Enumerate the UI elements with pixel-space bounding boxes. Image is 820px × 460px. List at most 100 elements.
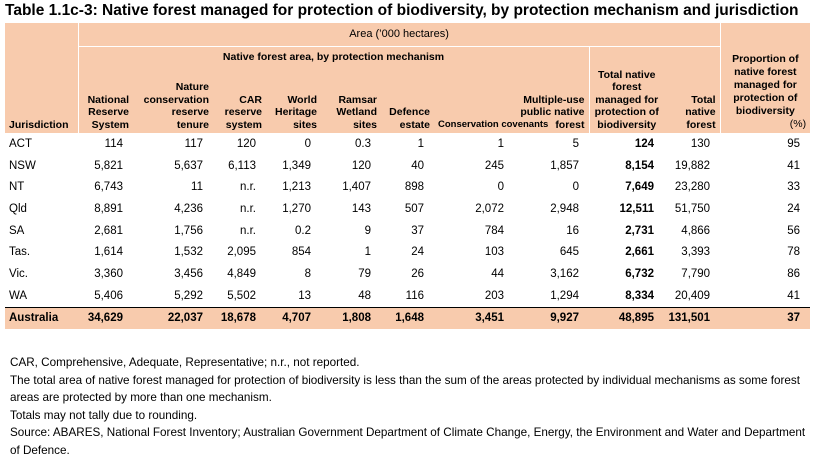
cell-jurisdiction: Vic. [9, 267, 28, 280]
cell: 120 [351, 159, 371, 172]
cell: 0.3 [355, 137, 371, 150]
cell-proportion: 78 [787, 246, 801, 259]
cell: 2,095 [227, 246, 256, 259]
cell: 48 [358, 289, 371, 302]
cell: 44 [491, 267, 504, 280]
cell-total-protected: 7,649 [625, 181, 654, 194]
cell: 9 [364, 224, 371, 237]
cell-total-protected: 2,731 [625, 224, 654, 237]
cell: 114 [104, 137, 123, 150]
table-row: ACT 114 117 120 0 0.3 1 1 5 124 130 95 [5, 133, 810, 155]
header-proportion: Proportion of native forest managed for … [719, 23, 811, 133]
cell: 34,629 [78, 306, 133, 329]
header-proportion-label: Proportion of native forest managed for … [732, 53, 799, 117]
header-col-ramsar: Ramsar Wetland sites [321, 68, 381, 133]
cell-proportion: 86 [787, 267, 801, 280]
cell-total-protected: 6,732 [625, 267, 654, 280]
cell: 3,451 [434, 306, 514, 329]
cell: 0 [572, 181, 579, 194]
cell: 2,681 [94, 224, 123, 237]
cell: 5,821 [94, 159, 123, 172]
cell: 13 [298, 289, 311, 302]
cell: 1,407 [342, 181, 371, 194]
cell: 116 [405, 289, 424, 302]
cell-jurisdiction: NT [9, 181, 25, 194]
cell: 2,948 [550, 202, 579, 215]
cell: 0 [304, 137, 311, 150]
cell-total-native: 131,501 [664, 306, 721, 329]
cell: 4,707 [266, 306, 321, 329]
header-mechanism-group: Native forest area, by protection mechan… [77, 45, 589, 68]
cell: 24 [411, 246, 424, 259]
header-col-car: CAR reserve system [213, 68, 266, 133]
table-row: NSW 5,821 5,637 6,113 1,349 120 40 245 1… [5, 155, 810, 177]
cell-proportion: 41 [787, 159, 801, 172]
header-col-defence: Defence estate [381, 68, 434, 133]
cell-jurisdiction: ACT [9, 137, 32, 150]
cell: 784 [484, 224, 504, 237]
cell: 103 [484, 246, 504, 259]
cell-total-native: 3,393 [681, 246, 711, 259]
cell: 1,294 [550, 289, 579, 302]
cell-proportion: 56 [787, 224, 801, 237]
cell: n.r. [240, 202, 256, 215]
cell-total-native: 19,882 [674, 159, 711, 172]
cell: 3,360 [94, 267, 123, 280]
cell-total-protected: 12,511 [619, 202, 654, 215]
cell: 1,614 [94, 246, 123, 259]
cell: 898 [404, 181, 424, 194]
cell: n.r. [240, 224, 256, 237]
cell: 3,456 [174, 267, 203, 280]
cell: 645 [559, 246, 579, 259]
cell-proportion: 24 [787, 202, 801, 215]
cell: 1,349 [282, 159, 311, 172]
cell-total-native: 20,409 [674, 289, 711, 302]
cell: 143 [351, 202, 371, 215]
cell-proportion: 33 [787, 181, 801, 194]
cell-total-native: 51,750 [674, 202, 711, 215]
cell-jurisdiction: WA [9, 289, 28, 302]
cell: 1 [417, 137, 424, 150]
cell-total-protected: 48,895 [589, 306, 664, 329]
cell: 1,532 [174, 246, 203, 259]
cell: 8,891 [94, 202, 123, 215]
cell: 18,678 [213, 306, 266, 329]
cell-total-protected: 8,154 [625, 159, 654, 172]
header-proportion-unit: (%) [789, 118, 807, 130]
cell: 0 [497, 181, 504, 194]
cell-total-native: 7,790 [681, 267, 711, 280]
cell: 3,162 [550, 267, 579, 280]
table-row: Qld 8,891 4,236 n.r. 1,270 143 507 2,072… [5, 198, 810, 220]
header-jurisdiction: Jurisdiction [5, 23, 78, 133]
cell: 117 [184, 137, 203, 150]
cell: 1,270 [282, 202, 311, 215]
table-row: NT 6,743 11 n.r. 1,213 1,407 898 0 0 7,6… [5, 176, 810, 198]
cell: 9,927 [514, 306, 589, 329]
cell-jurisdiction: Australia [5, 306, 78, 329]
header-col-multiple-use: Multiple-use public native forest [514, 68, 589, 133]
cell: 4,236 [174, 202, 203, 215]
cell-jurisdiction: Qld [9, 202, 27, 215]
cell: 2,072 [475, 202, 504, 215]
cell: 5 [572, 137, 579, 150]
cell-proportion: 41 [787, 289, 801, 302]
cell-total-native: 4,866 [681, 224, 711, 237]
note-total-explanation: The total area of native forest managed … [10, 373, 800, 405]
cell-jurisdiction: Tas. [9, 246, 31, 259]
cell: 5,406 [94, 289, 123, 302]
cell-total-protected: 8,334 [625, 289, 654, 302]
cell: n.r. [240, 181, 256, 194]
cell-jurisdiction: SA [9, 224, 25, 237]
header-area: Area (’000 hectares) [77, 23, 721, 46]
cell-jurisdiction: NSW [9, 159, 36, 172]
cell-proportion: 95 [787, 137, 801, 150]
total-row: Australia 34,629 22,037 18,678 4,707 1,8… [5, 306, 811, 329]
cell: 0.2 [295, 224, 311, 237]
cell: 26 [411, 267, 424, 280]
table-row: Tas. 1,614 1,532 2,095 854 1 24 103 645 … [5, 241, 810, 263]
cell: 37 [411, 224, 424, 237]
cell-total-native: 130 [690, 137, 711, 150]
cell: 22,037 [133, 306, 213, 329]
cell: 203 [484, 289, 504, 302]
cell: 507 [404, 202, 424, 215]
